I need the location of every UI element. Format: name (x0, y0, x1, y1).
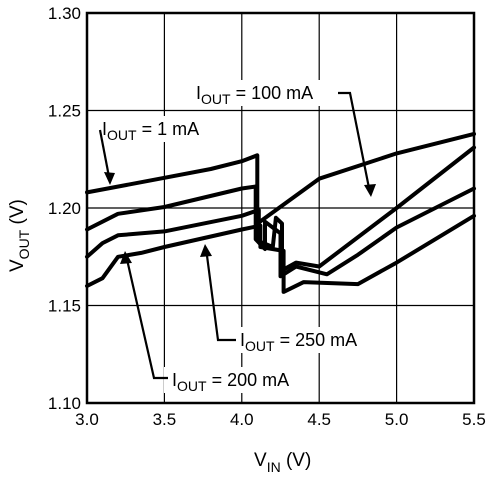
y-axis-label-unit: (V) (7, 199, 28, 230)
series-iout-250ma (85, 145, 476, 273)
x-tick-label: 4.5 (307, 410, 331, 429)
y-tick-label: 1.10 (48, 394, 81, 413)
y-tick-label: 1.20 (48, 199, 81, 218)
svg-text:IOUT = 250 mA: IOUT = 250 mA (240, 330, 357, 354)
annotation-iout-1ma-post: = 1 mA (137, 119, 200, 139)
annotation-iout-200ma-post: = 200 mA (207, 370, 290, 390)
series-layer (85, 131, 476, 294)
x-tick-label: 4.0 (230, 410, 254, 429)
series-iout-1ma (85, 131, 476, 226)
annotation-iout-1ma-pre: I (102, 119, 107, 139)
y-axis-label-sub: OUT (16, 229, 32, 259)
x-tick-label: 5.0 (385, 410, 409, 429)
tick-labels: 3.0 3.5 4.0 4.5 5.0 5.5 1.10 1.15 1.20 1.25 1.30 (48, 4, 486, 429)
annotation-iout-1ma-sub: OUT (107, 127, 137, 143)
annotation-iout-200ma-pre: I (172, 370, 177, 390)
series-iout-200ma (85, 213, 476, 294)
y-tick-label: 1.15 (48, 297, 81, 316)
annotation-iout-1ma: IOUT = 1 mA (90, 116, 222, 185)
svg-text:IOUT = 1 mA: IOUT = 1 mA (102, 119, 199, 143)
svg-text:IOUT = 100 mA: IOUT = 100 mA (196, 83, 313, 107)
y-tick-label: 1.25 (48, 102, 81, 121)
y-tick-label: 1.30 (48, 4, 81, 23)
annotation-iout-100ma: IOUT = 100 mA (192, 80, 376, 197)
annotation-iout-250ma-pre: I (240, 330, 245, 350)
annotation-iout-100ma-pre: I (196, 83, 201, 103)
x-axis-label-unit: (V) (281, 450, 312, 471)
annotation-iout-250ma-post: = 250 mA (275, 330, 358, 350)
svg-text:IOUT = 200 mA: IOUT = 200 mA (172, 370, 289, 394)
x-tick-label: 3.0 (75, 410, 99, 429)
series-iout-100ma (85, 184, 476, 279)
x-axis-label-main: V (254, 450, 267, 471)
x-axis-label: VIN (V) (254, 450, 311, 475)
annotation-iout-250ma: IOUT = 250 mA (200, 244, 378, 354)
annotation-iout-200ma-sub: OUT (177, 378, 207, 394)
x-axis-label-sub: IN (267, 459, 281, 475)
annotation-iout-250ma-sub: OUT (245, 338, 275, 354)
x-tick-label: 5.5 (462, 410, 486, 429)
y-axis-label: VOUT (V) (7, 199, 32, 272)
y-axis-label-main: V (7, 259, 28, 272)
annotation-iout-200ma: IOUT = 200 mA (120, 251, 312, 394)
x-tick-label: 3.5 (153, 410, 177, 429)
plot-frame (85, 11, 476, 405)
annotation-iout-100ma-post: = 100 mA (231, 83, 314, 103)
annotation-iout-100ma-sub: OUT (201, 91, 231, 107)
